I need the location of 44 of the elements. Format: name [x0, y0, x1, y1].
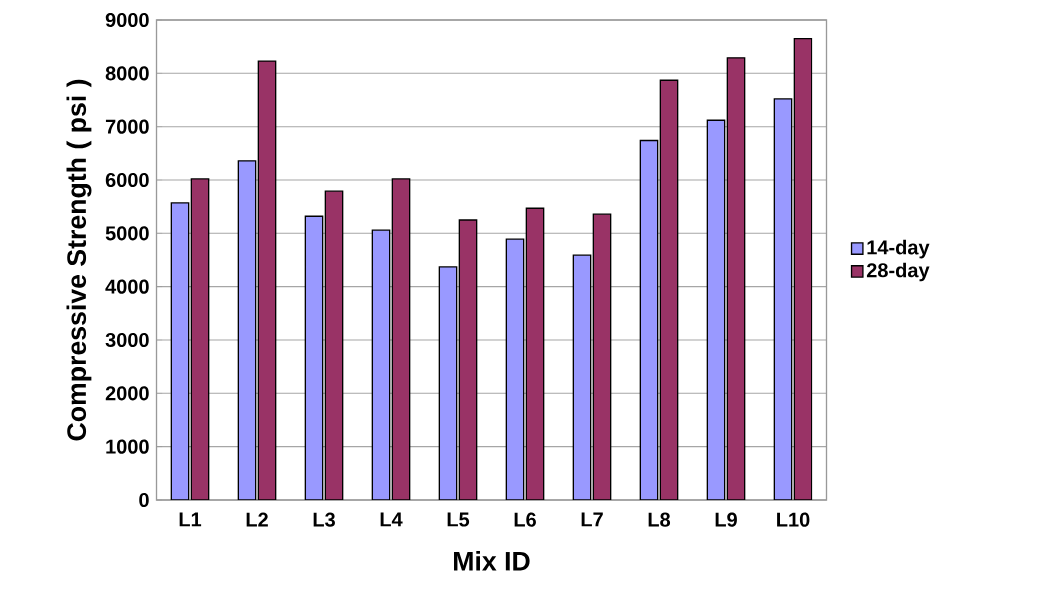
y-tick-label: 0 — [139, 492, 149, 508]
bar — [592, 213, 612, 500]
x-tick-label: L4 — [380, 512, 403, 527]
x-axis-title: Mix ID — [454, 551, 530, 571]
x-tick-label: L2 — [246, 512, 268, 527]
bar — [458, 219, 478, 500]
y-tick-label: 2000 — [105, 386, 149, 401]
legend-label: 28-day — [866, 262, 930, 282]
bar — [190, 178, 210, 500]
y-tick-label: 5000 — [105, 226, 149, 241]
y-tick-label: 4000 — [105, 279, 149, 294]
x-tick-label: L1 — [179, 512, 202, 527]
x-tick-label: L10 — [777, 512, 810, 527]
bar — [438, 266, 458, 500]
x-tick-label: L9 — [715, 512, 737, 527]
bar — [391, 178, 411, 500]
bar — [505, 238, 525, 500]
bar — [525, 207, 545, 500]
bar — [237, 160, 257, 500]
bar — [639, 139, 659, 500]
bar — [170, 202, 190, 500]
bar — [726, 57, 746, 500]
bar — [257, 60, 277, 500]
x-tick-label: L8 — [648, 512, 671, 527]
bar — [304, 215, 324, 500]
x-tick-label: L3 — [313, 512, 335, 527]
y-tick-label: 3000 — [105, 332, 149, 348]
bar — [659, 79, 679, 500]
bar — [706, 119, 726, 500]
x-tick-label: L7 — [581, 512, 603, 527]
y-tick-label: 9000 — [105, 12, 149, 28]
legend-label: 14-day — [867, 239, 930, 259]
bar — [371, 229, 391, 500]
bar — [773, 98, 793, 500]
y-tick-label: 1000 — [106, 439, 149, 454]
bar — [572, 254, 592, 500]
y-tick-label: 6000 — [105, 172, 149, 188]
bar — [793, 37, 813, 500]
y-tick-label: 7000 — [105, 119, 149, 134]
bar — [324, 190, 344, 500]
y-axis-title: Compressive Strength ( psi ) — [66, 79, 92, 441]
x-tick-label: L5 — [447, 512, 470, 527]
y-tick-label: 8000 — [105, 66, 149, 81]
x-tick-label: L6 — [514, 512, 536, 527]
